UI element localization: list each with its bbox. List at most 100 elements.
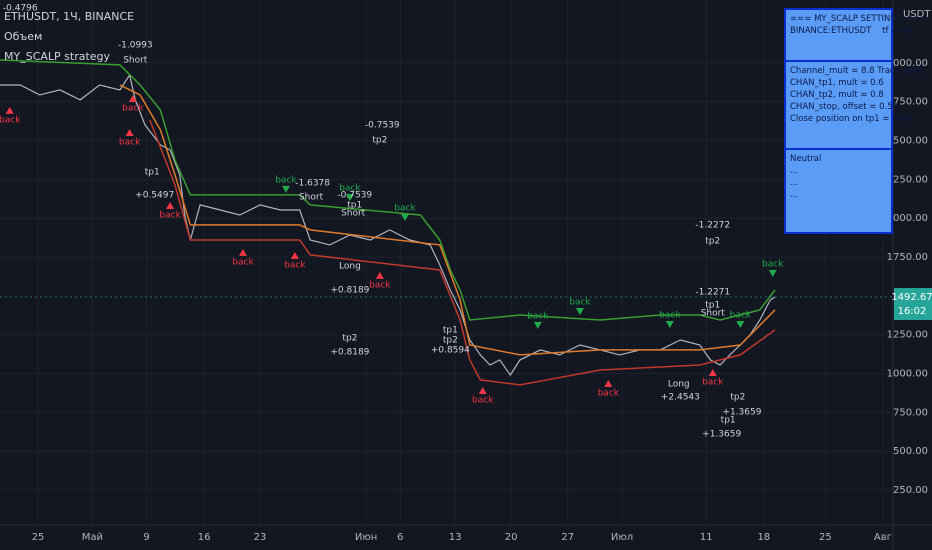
annotation: tp2 xyxy=(730,393,745,403)
panel-text: ... xyxy=(790,190,799,200)
last-price-box xyxy=(894,288,932,321)
x-tick-label: Июн xyxy=(355,532,377,543)
annotation: Short xyxy=(701,308,726,318)
signal-marker xyxy=(375,271,384,279)
annotation: tp1 xyxy=(705,300,720,310)
panel-text: === MY_SCALP SETTINGS === xyxy=(790,14,927,24)
annotation: tp1 xyxy=(347,200,362,210)
annotation: Short xyxy=(299,192,324,202)
annotation: back xyxy=(0,115,21,125)
last-price-label: 1492.67 xyxy=(891,292,932,303)
y-tick-label: 500.00 xyxy=(893,446,928,457)
signal-marker xyxy=(533,321,542,329)
annotation: Short xyxy=(341,208,366,218)
annotation: tp2 xyxy=(342,333,357,343)
annotation: -1.0993 xyxy=(118,40,153,50)
x-tick-label: 9 xyxy=(143,532,149,543)
signal-marker xyxy=(128,94,137,102)
annotation: +1.3659 xyxy=(722,407,761,417)
panel-text: CHAN_tp2, mult = 0.8 xyxy=(790,90,884,100)
signal-marker xyxy=(736,321,745,328)
annotation: back xyxy=(598,388,620,398)
y-tick-label: 250.00 xyxy=(893,485,928,496)
y-tick-label: 1750.00 xyxy=(887,252,928,263)
annotation: +0.5497 xyxy=(135,190,174,200)
signal-marker xyxy=(604,379,613,387)
annotation: tp1 xyxy=(721,416,736,426)
signal-marker xyxy=(290,251,299,259)
y-tick-label: 3000.00 xyxy=(887,58,928,69)
annotation: -0.4796 xyxy=(3,3,38,13)
x-tick-label: 25 xyxy=(32,532,45,543)
symbol-title[interactable]: ETHUSDT, 1Ч, BINANCE xyxy=(4,10,135,23)
annotation: -1.2271 xyxy=(695,288,730,298)
channel-line xyxy=(119,84,776,356)
annotation: -1.2272 xyxy=(695,220,730,230)
signal-marker xyxy=(400,213,409,221)
settings-panel: === MY_SCALP SETTINGS === BINANCE:ETHUSD… xyxy=(784,8,927,234)
annotation: Short xyxy=(123,55,148,65)
annotation: back xyxy=(702,377,724,387)
channel-line xyxy=(0,59,776,321)
annotation: tp1 xyxy=(443,325,458,335)
x-tick-label: 23 xyxy=(254,532,267,543)
annotation: tp1 xyxy=(145,167,160,177)
x-tick-label: Май xyxy=(82,532,103,543)
panel-status: Neutral ... ... ... xyxy=(786,150,891,204)
x-tick-label: 25 xyxy=(819,532,832,543)
annotation: tp2 xyxy=(372,135,387,145)
signal-marker xyxy=(665,321,674,328)
y-tick-label: 2750.00 xyxy=(887,97,928,108)
signal-marker xyxy=(281,185,290,193)
x-tick-label: 16 xyxy=(198,532,211,543)
countdown-label: 16:02 xyxy=(898,306,927,317)
signal-marker xyxy=(768,269,777,277)
annotation: Long xyxy=(668,379,690,389)
annotation: back xyxy=(275,175,297,185)
annotation: tp2 xyxy=(443,336,458,346)
annotation: back xyxy=(119,137,141,147)
panel-text: Close position on tp1 = 50% xyxy=(790,114,912,124)
signal-marker xyxy=(575,307,584,315)
annotation: -0.7539 xyxy=(337,190,372,200)
annotation: back xyxy=(284,260,306,270)
volume-label[interactable]: Объем xyxy=(4,30,43,43)
annotation: +0.8189 xyxy=(330,285,369,295)
annotation: back xyxy=(369,280,391,290)
panel-text: ... xyxy=(790,178,799,188)
panel-text: BINANCE:ETHUSDT tf = 60 xyxy=(790,26,912,36)
channel-line xyxy=(149,119,776,386)
annotation: back xyxy=(472,395,494,405)
signal-marker xyxy=(478,386,487,394)
annotation: back xyxy=(527,311,549,321)
annotation: -0.7539 xyxy=(365,120,400,130)
x-tick-label: 20 xyxy=(505,532,518,543)
y-tick-label: 1250.00 xyxy=(887,330,928,341)
annotation: back xyxy=(762,259,784,269)
x-tick-label: 11 xyxy=(700,532,713,543)
panel-text: ... xyxy=(790,166,799,176)
annotation: +0.8594 xyxy=(431,345,470,355)
annotation: -1.6378 xyxy=(295,178,330,188)
panel-text: CHAN_tp1, mult = 0.6 xyxy=(790,78,884,88)
panel-text: Channel_mult = 8.8 Trade zone xyxy=(790,66,924,76)
annotation: back xyxy=(339,183,361,193)
annotation: +1.3659 xyxy=(702,429,741,439)
annotation: tp2 xyxy=(705,236,720,246)
strategy-label[interactable]: MY_SCALP strategy xyxy=(4,50,111,63)
annotation: back xyxy=(122,103,144,113)
signal-marker xyxy=(708,368,717,376)
annotation: back xyxy=(232,257,254,267)
annotation: back xyxy=(569,297,591,307)
signal-marker xyxy=(345,193,354,201)
annotation: Long xyxy=(339,261,361,271)
signal-marker xyxy=(238,248,247,256)
x-tick-label: 27 xyxy=(561,532,574,543)
x-tick-label: Июл xyxy=(611,532,633,543)
x-tick-label: 18 xyxy=(757,532,770,543)
panel-text: Neutral xyxy=(790,154,822,164)
y-axis-unit: USDT xyxy=(903,9,931,20)
x-tick-label: 13 xyxy=(449,532,462,543)
